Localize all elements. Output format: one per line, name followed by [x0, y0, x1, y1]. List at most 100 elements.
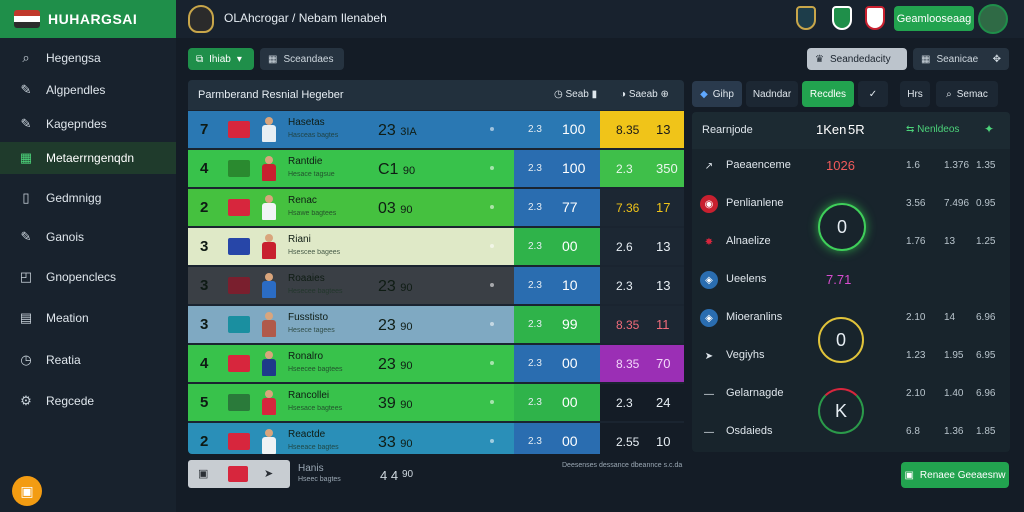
- stats-label: Penlianlene: [726, 197, 784, 209]
- table-row[interactable]: 4 Ronalro Hseecee bagtees 23 90 2.3 00 8…: [188, 345, 684, 382]
- bottom-action-label: Renaee Geeaesnw: [919, 469, 1006, 481]
- stats-row[interactable]: ◉ Penlianlene 3.56 7.496 0.95: [692, 185, 1010, 222]
- secondary-chip[interactable]: ▦ Sceandaes: [260, 48, 344, 70]
- right-chip-secondary[interactable]: ▦ Seanicae ✥: [913, 48, 1009, 70]
- stats-row[interactable]: ✸ Alnaelize 1.76 13 1.25: [692, 223, 1010, 260]
- badge-icon: ◈: [700, 309, 718, 327]
- score-small: 90: [402, 165, 416, 177]
- rating-ring: K: [818, 388, 864, 434]
- stat-b1: 2.3: [528, 241, 542, 252]
- stats-v2: 1.40: [944, 388, 964, 399]
- secondary-chip-label: Sceandaes: [283, 53, 334, 65]
- table-row[interactable]: 3 Roaaies Hesecee bagtees 23 90 2.3 10 2…: [188, 267, 684, 304]
- chart-icon: ◰: [19, 269, 33, 284]
- row-stat-c: 2.55 10: [600, 423, 684, 454]
- table-row[interactable]: 5 Rancollei Hsesace bagtees 39 90 2.3 00…: [188, 384, 684, 421]
- score-small: 90: [400, 282, 413, 294]
- player-name: Riani: [288, 234, 311, 245]
- stats-row[interactable]: ◈ Ueelens 7.71: [692, 261, 1010, 298]
- sidebar-item[interactable]: ✎ Kagepndes: [0, 108, 176, 140]
- sidebar-item[interactable]: ▤ Meation: [0, 302, 176, 334]
- sidebar-item-label: Gnopenclecs: [46, 270, 117, 284]
- table-control-2[interactable]: ◑ Saeab ⊕: [620, 89, 669, 100]
- sidebar-item[interactable]: ✎ Ganois: [0, 221, 176, 253]
- player-icon: [262, 429, 276, 454]
- filter-chip[interactable]: ⧉ Ihiab ▾: [188, 48, 254, 70]
- filter-icon: ⧉: [196, 53, 204, 65]
- team-badge-icon: [228, 238, 250, 255]
- table-control-1[interactable]: ◷ Seab ▮: [554, 89, 598, 100]
- player-name: Rancollei: [288, 390, 330, 401]
- sidebar-item[interactable]: ⌕ Hegengsa: [0, 42, 176, 74]
- grid-icon: ▦: [19, 150, 33, 165]
- stats-label: Osdaieds: [726, 425, 773, 437]
- row-main: 5 Rancollei Hsesace bagtees 39 90: [188, 384, 514, 421]
- row-stat-c: 2.3 24: [600, 384, 684, 421]
- tab-hrs[interactable]: Hrs: [900, 81, 930, 107]
- table-row[interactable]: 3 Riani Hsescee bagees 2.3 00 2.6 13: [188, 228, 684, 265]
- stat-c1: 8.35: [616, 318, 640, 332]
- stats-v2: 1.36: [944, 426, 964, 437]
- row-stat-b: 2.3 99: [514, 306, 600, 343]
- stats-header-row: Rearnjode 1Ken 5R ⇆ Nenldeos ✦: [692, 112, 1010, 149]
- tab-recdles[interactable]: Recdles: [802, 81, 854, 107]
- table-row[interactable]: 4 Rantdie Hesace tagsue C1 90 2.3 100 2.…: [188, 150, 684, 187]
- score-main: C1: [378, 161, 399, 178]
- table-row[interactable]: 3 Fusstisto Hesece tagees 23 90 2.3 99 8…: [188, 306, 684, 343]
- avatar[interactable]: [978, 4, 1008, 34]
- stat-c1: 8.35: [616, 357, 640, 371]
- tab-check[interactable]: ✓: [858, 81, 888, 107]
- floating-action-button[interactable]: ▣: [12, 476, 42, 506]
- team-badge-icon: [228, 394, 250, 411]
- team-badge-icon: [228, 199, 250, 216]
- sidebar-item-active[interactable]: ▦ Metaerrngenqdn: [0, 142, 176, 174]
- player-icon: [262, 117, 276, 142]
- arrow-icon: ➤: [704, 350, 714, 362]
- grid-icon: ▣: [904, 469, 914, 481]
- rank: 4: [200, 355, 209, 372]
- header-action-button[interactable]: Geamlooseaag: [894, 6, 974, 31]
- club-crest-icon: [188, 5, 214, 33]
- rank: 4: [200, 160, 209, 177]
- stat-c1: 2.6: [616, 240, 633, 254]
- stats-row[interactable]: — Gelarnagde 2.10 1.40 6.96: [692, 375, 1010, 412]
- stats-row[interactable]: — Osdaieds 6.8 1.36 1.85: [692, 413, 1010, 450]
- stats-row[interactable]: ◈ Mioeranlins 2.10 14 6.96: [692, 299, 1010, 336]
- grid-icon: ▦: [921, 53, 931, 65]
- team-badge-icon: [228, 433, 250, 450]
- sidebar-item[interactable]: ◷ Reatia: [0, 344, 176, 376]
- shield-icon[interactable]: [865, 6, 885, 30]
- brand[interactable]: HUHARGSAI: [0, 0, 176, 38]
- table-row[interactable]: 7 Hasetas Hasceas bagtes 23 3IA 2.3 100 …: [188, 111, 684, 148]
- table-row[interactable]: 2 Renac Hsawe bagtees 03 90 2.3 77 7.36 …: [188, 189, 684, 226]
- stat-c1: 8.35: [616, 123, 640, 137]
- grid-icon: ▣: [198, 468, 209, 480]
- stats-header-extra-label: Nenldeos: [917, 124, 960, 135]
- sidebar-item[interactable]: ⚙ Regcede: [0, 385, 176, 417]
- stat-c2: 13: [656, 122, 671, 137]
- tab-gihp[interactable]: ◆ Gihp: [692, 81, 742, 107]
- row-dot: [490, 283, 494, 287]
- stats-v3: 1.25: [976, 236, 996, 247]
- tab-semac[interactable]: ⌕ Semac: [936, 81, 998, 107]
- bottom-action-button[interactable]: ▣ Renaee Geeaesnw: [901, 462, 1009, 488]
- stats-row[interactable]: ➤ Vegiyhs 1.23 1.95 6.95: [692, 337, 1010, 374]
- footer-chip[interactable]: ▣ ➤: [188, 460, 290, 488]
- row-dot: [490, 361, 494, 365]
- sidebar-item[interactable]: ◰ Gnopenclecs: [0, 261, 176, 293]
- stats-row[interactable]: ↗ Paeaenceme 1026 1.6 1.376 1.35: [692, 147, 1010, 184]
- right-chip-label: Seandedacity: [829, 53, 891, 65]
- shield-icon: ◆: [700, 88, 708, 100]
- stats-label: Paeaenceme: [726, 159, 791, 171]
- shield-icon[interactable]: [796, 6, 816, 30]
- shield-icon[interactable]: [832, 6, 852, 30]
- table-row[interactable]: 2 Reactde Hseeace bagtes 33 90 2.3 00 2.…: [188, 423, 684, 454]
- stats-label: Mioeranlins: [726, 311, 783, 323]
- score-small: 3IA: [400, 126, 417, 138]
- row-stat-c: 7.36 17: [600, 189, 684, 226]
- row-main: 2 Renac Hsawe bagtees 03 90: [188, 189, 514, 226]
- right-chip[interactable]: ♛ Seandedacity: [807, 48, 907, 70]
- tab-nadndar[interactable]: Nadndar: [746, 81, 798, 107]
- sidebar-item[interactable]: ▯ Gedmnigg: [0, 182, 176, 214]
- sidebar-item[interactable]: ✎ Algpendles: [0, 74, 176, 106]
